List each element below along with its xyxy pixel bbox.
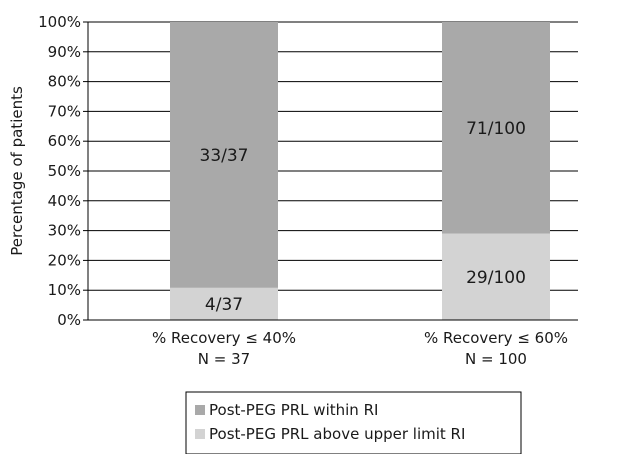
bar-segment <box>170 287 278 320</box>
bar-segment <box>170 22 278 288</box>
y-tick-label: 100% <box>38 13 81 31</box>
x-tick-label: N = 37 <box>198 350 250 368</box>
x-tick-label: N = 100 <box>465 350 527 368</box>
data-label: 33/37 <box>200 146 249 166</box>
legend-swatch <box>195 405 205 415</box>
y-axis-ticks: 0% 10% 20% 30% 40% 50% 60% 70% 80% 90% 100% <box>38 13 88 329</box>
y-tick-label: 20% <box>48 251 81 269</box>
y-tick-label: 0% <box>57 311 81 329</box>
bar-segment <box>442 233 550 320</box>
y-tick-label: 50% <box>48 162 81 180</box>
category-labels: % Recovery ≤ 40% N = 37 % Recovery ≤ 60% N … <box>152 329 568 368</box>
bar-segment <box>442 22 550 234</box>
x-tick-label: % Recovery ≤ 60% <box>424 329 568 347</box>
legend-swatch <box>195 429 205 439</box>
y-tick-label: 30% <box>48 222 81 240</box>
y-tick-label: 60% <box>48 132 81 150</box>
legend-box <box>185 391 522 454</box>
y-tick-label: 10% <box>48 281 81 299</box>
data-labels: 4/37 33/37 29/100 71/100 <box>200 119 526 315</box>
x-tick-label: % Recovery ≤ 40% <box>152 329 296 347</box>
y-axis-label: Percentage of patients <box>8 86 26 256</box>
legend: Post-PEG PRL within RI Post-PEG PRL above… <box>185 391 522 454</box>
data-label: 4/37 <box>205 295 243 315</box>
data-label: 29/100 <box>466 268 526 288</box>
y-tick-label: 70% <box>48 102 81 120</box>
y-tick-label: 80% <box>48 73 81 91</box>
y-tick-label: 40% <box>48 192 81 210</box>
data-label: 71/100 <box>466 119 526 139</box>
legend-label: Post-PEG PRL within RI <box>209 401 378 419</box>
legend-label: Post-PEG PRL above upper limit RI <box>209 425 465 443</box>
bars <box>170 22 550 320</box>
y-tick-label: 90% <box>48 43 81 61</box>
